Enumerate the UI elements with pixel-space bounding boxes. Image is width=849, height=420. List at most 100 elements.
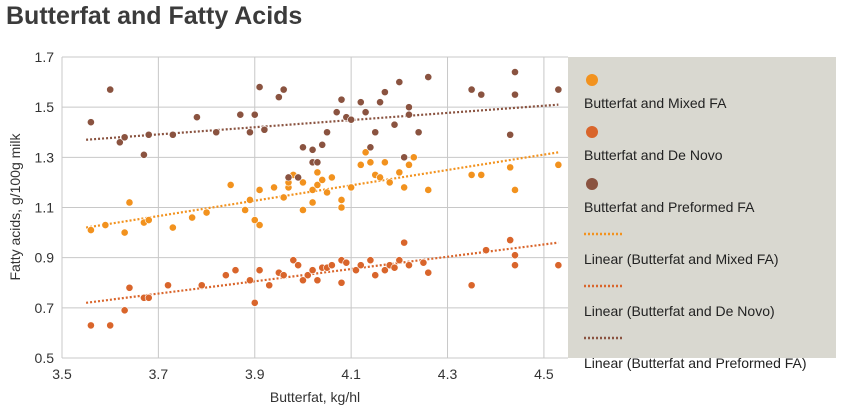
data-point-mixed bbox=[241, 206, 250, 214]
legend-label: Linear (Butterfat and De Novo) bbox=[584, 303, 775, 319]
data-point-mixed bbox=[168, 223, 177, 232]
legend-label: Butterfat and Mixed FA bbox=[584, 95, 727, 111]
data-point-mixed bbox=[101, 221, 110, 229]
x-tick-labels: 3.5 3.7 3.9 4.1 4.3 4.5 bbox=[52, 366, 554, 382]
data-point-mixed bbox=[554, 160, 563, 169]
data-point-denovo bbox=[231, 266, 240, 275]
data-point-preformed bbox=[115, 138, 124, 147]
data-point-denovo bbox=[356, 261, 365, 270]
data-point-preformed bbox=[337, 95, 346, 104]
data-point-denovo bbox=[511, 251, 519, 260]
data-point-preformed bbox=[366, 143, 375, 152]
trendline-preformed bbox=[86, 103, 559, 141]
data-point-denovo bbox=[395, 256, 404, 265]
data-point-preformed bbox=[144, 130, 153, 139]
data-point-mixed bbox=[323, 188, 331, 197]
x-tick-label: 4.3 bbox=[438, 366, 458, 382]
data-point-denovo bbox=[390, 263, 399, 272]
data-point-denovo bbox=[482, 246, 490, 255]
data-point-mixed bbox=[385, 178, 394, 187]
data-point-preformed bbox=[511, 68, 519, 76]
data-point-preformed bbox=[106, 85, 115, 94]
data-point-denovo bbox=[313, 276, 322, 285]
y-tick-label: 1.1 bbox=[35, 200, 55, 216]
legend-marker-mixed bbox=[586, 74, 598, 86]
data-point-mixed bbox=[226, 181, 235, 189]
data-point-preformed bbox=[255, 83, 264, 91]
data-point-preformed bbox=[299, 143, 307, 152]
data-point-denovo bbox=[250, 298, 259, 307]
legend-label: Linear (Butterfat and Mixed FA) bbox=[584, 251, 779, 267]
data-point-denovo bbox=[511, 261, 519, 270]
data-point-preformed bbox=[294, 173, 303, 182]
data-point-preformed bbox=[120, 133, 129, 142]
data-point-preformed bbox=[511, 90, 519, 99]
data-point-mixed bbox=[405, 160, 413, 169]
data-point-preformed bbox=[380, 88, 389, 97]
data-point-denovo bbox=[299, 276, 307, 285]
data-point-preformed bbox=[236, 110, 245, 119]
data-point-mixed bbox=[255, 221, 264, 229]
data-point-denovo bbox=[87, 321, 95, 330]
data-point-denovo bbox=[467, 281, 476, 290]
data-point-denovo bbox=[342, 258, 351, 267]
data-point-denovo bbox=[164, 281, 172, 290]
data-point-mixed bbox=[246, 196, 254, 204]
data-point-mixed bbox=[250, 216, 259, 224]
data-point-mixed bbox=[409, 153, 418, 162]
x-axis-title: Butterfat, kg/hl bbox=[270, 389, 360, 405]
data-point-denovo bbox=[289, 256, 298, 265]
y-tick-label: 1.5 bbox=[35, 99, 55, 115]
data-point-mixed bbox=[356, 160, 365, 169]
data-point-preformed bbox=[323, 128, 331, 137]
data-point-mixed bbox=[299, 178, 307, 187]
data-point-preformed bbox=[140, 150, 148, 159]
data-point-denovo bbox=[400, 238, 409, 247]
data-point-preformed bbox=[274, 93, 283, 102]
data-point-preformed bbox=[467, 85, 476, 94]
data-point-preformed bbox=[405, 110, 413, 119]
chart-title: Butterfat and Fatty Acids bbox=[6, 2, 303, 30]
data-point-mixed bbox=[467, 170, 476, 179]
legend-label: Butterfat and Preformed FA bbox=[584, 199, 755, 215]
data-point-denovo bbox=[144, 293, 153, 302]
data-point-preformed bbox=[477, 90, 486, 99]
data-point-preformed bbox=[414, 128, 423, 137]
data-point-mixed bbox=[380, 158, 389, 167]
data-point-preformed bbox=[246, 128, 254, 137]
data-point-preformed bbox=[356, 98, 365, 107]
data-point-preformed bbox=[284, 173, 293, 182]
data-point-mixed bbox=[313, 181, 322, 189]
legend: Butterfat and Mixed FA Butterfat and De N… bbox=[584, 74, 807, 371]
data-point-mixed bbox=[395, 168, 404, 177]
data-point-denovo bbox=[337, 278, 346, 287]
data-point-mixed bbox=[347, 183, 356, 192]
x-tick-label: 3.7 bbox=[149, 366, 169, 382]
legend-label: Linear (Butterfat and Preformed FA) bbox=[584, 355, 807, 371]
data-point-preformed bbox=[405, 103, 413, 112]
data-point-denovo bbox=[294, 261, 303, 270]
gridlines bbox=[61, 56, 568, 359]
y-tick-label: 1.3 bbox=[35, 149, 55, 165]
data-point-preformed bbox=[376, 98, 384, 107]
data-point-mixed bbox=[361, 148, 370, 157]
data-points bbox=[87, 68, 563, 330]
data-point-denovo bbox=[371, 271, 380, 280]
x-tick-label: 3.5 bbox=[52, 366, 72, 382]
y-tick-labels: 0.5 0.7 0.9 1.1 1.3 1.5 1.7 bbox=[35, 49, 55, 366]
data-point-denovo bbox=[106, 321, 115, 330]
x-tick-label: 4.1 bbox=[341, 366, 361, 382]
data-point-preformed bbox=[554, 85, 563, 94]
data-point-mixed bbox=[202, 208, 211, 217]
data-point-preformed bbox=[212, 128, 221, 137]
data-point-preformed bbox=[390, 120, 399, 129]
data-point-mixed bbox=[511, 186, 519, 194]
data-point-mixed bbox=[144, 216, 153, 224]
data-point-preformed bbox=[87, 118, 95, 127]
data-point-mixed bbox=[308, 186, 317, 194]
x-tick-label: 3.9 bbox=[245, 366, 265, 382]
data-point-preformed bbox=[193, 113, 201, 122]
data-point-denovo bbox=[221, 271, 230, 280]
data-point-preformed bbox=[395, 78, 404, 86]
